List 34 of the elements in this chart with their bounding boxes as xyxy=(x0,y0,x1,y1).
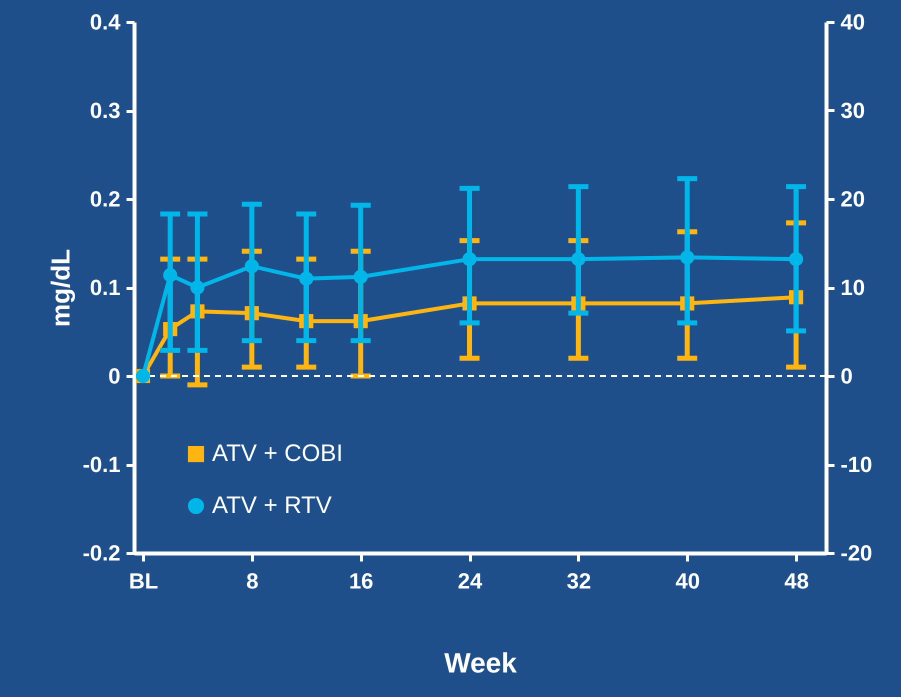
y-axis-title: mg/dL xyxy=(46,248,76,327)
point xyxy=(190,280,204,295)
point xyxy=(354,270,368,284)
y-tick-label: 0.1 xyxy=(90,275,120,300)
x-tick-label: 40 xyxy=(675,568,700,594)
point xyxy=(163,268,178,282)
y-tick-label: -0.2 xyxy=(82,540,120,566)
y2-tick-label: 20 xyxy=(840,186,865,212)
y-tick-label: 0.3 xyxy=(90,98,120,123)
y2-tick-label: 40 xyxy=(840,10,865,34)
y-tick-label: 0 xyxy=(108,364,120,388)
y-tick-label: -0.1 xyxy=(82,452,120,477)
x-tick-label: 8 xyxy=(246,568,258,594)
legend-label: ATV + COBI xyxy=(212,440,343,467)
point xyxy=(462,252,477,266)
x-tick-label: 48 xyxy=(784,568,809,594)
legend-label: ATV + RTV xyxy=(212,492,332,519)
y2-tick-label: -10 xyxy=(840,452,872,477)
x-tick-label: 24 xyxy=(458,568,484,594)
x-tick-label: 32 xyxy=(566,568,592,594)
y2-tick-label: 0 xyxy=(840,364,853,388)
y-tick-label: 0.4 xyxy=(90,10,122,34)
x-axis-title: Week xyxy=(444,648,518,678)
point xyxy=(299,272,314,286)
y2-tick-label: 10 xyxy=(840,275,865,300)
point xyxy=(571,252,586,266)
y-tick-label: 0.2 xyxy=(90,186,120,212)
point xyxy=(244,259,259,274)
y2-tick-label: 30 xyxy=(840,98,865,123)
point xyxy=(788,252,804,266)
y2-tick-label: -20 xyxy=(840,540,872,566)
x-tick-label: 16 xyxy=(348,568,374,594)
point xyxy=(680,250,694,264)
x-tick-label: BL xyxy=(128,568,158,594)
